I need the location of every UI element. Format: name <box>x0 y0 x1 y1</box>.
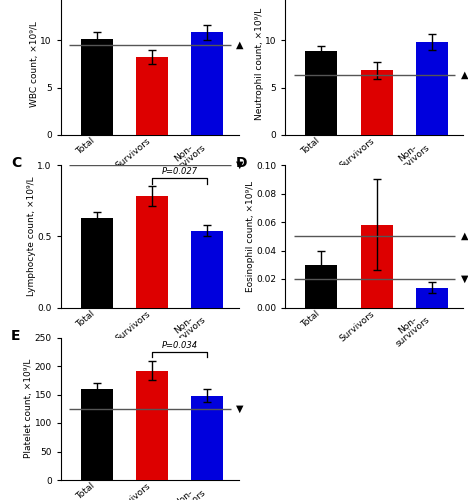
Text: ▼: ▼ <box>236 404 244 414</box>
Bar <box>80 39 113 135</box>
Text: ▲: ▲ <box>461 70 468 80</box>
Bar <box>191 396 223 480</box>
Bar <box>305 52 337 135</box>
Bar <box>360 70 393 135</box>
Text: E: E <box>11 329 21 343</box>
Bar <box>80 389 113 480</box>
Text: P=0.034: P=0.034 <box>161 342 197 350</box>
Bar <box>136 57 168 135</box>
Y-axis label: Eosinophil count, ×10⁹/L: Eosinophil count, ×10⁹/L <box>246 180 255 292</box>
Bar <box>191 230 223 308</box>
Bar <box>80 218 113 308</box>
Bar <box>191 32 223 135</box>
Bar <box>360 225 393 308</box>
Text: ▲: ▲ <box>461 232 468 241</box>
Text: ▲: ▲ <box>236 40 244 50</box>
Bar <box>305 265 337 308</box>
Text: P=0.027: P=0.027 <box>161 168 197 176</box>
Text: C: C <box>11 156 22 170</box>
Bar <box>136 370 168 480</box>
Y-axis label: Neutrophil count, ×10⁹/L: Neutrophil count, ×10⁹/L <box>255 8 263 120</box>
Bar <box>416 42 448 135</box>
Bar <box>416 288 448 308</box>
Y-axis label: Lymphocyte count, ×10⁹/L: Lymphocyte count, ×10⁹/L <box>27 176 36 296</box>
Bar <box>136 196 168 308</box>
Text: ▼: ▼ <box>461 274 468 284</box>
Text: D: D <box>236 156 247 170</box>
Text: ▼: ▼ <box>236 160 244 170</box>
Y-axis label: Platelet count, ×10⁹/L: Platelet count, ×10⁹/L <box>24 359 33 458</box>
Y-axis label: WBC count, ×10⁹/L: WBC count, ×10⁹/L <box>30 21 39 106</box>
